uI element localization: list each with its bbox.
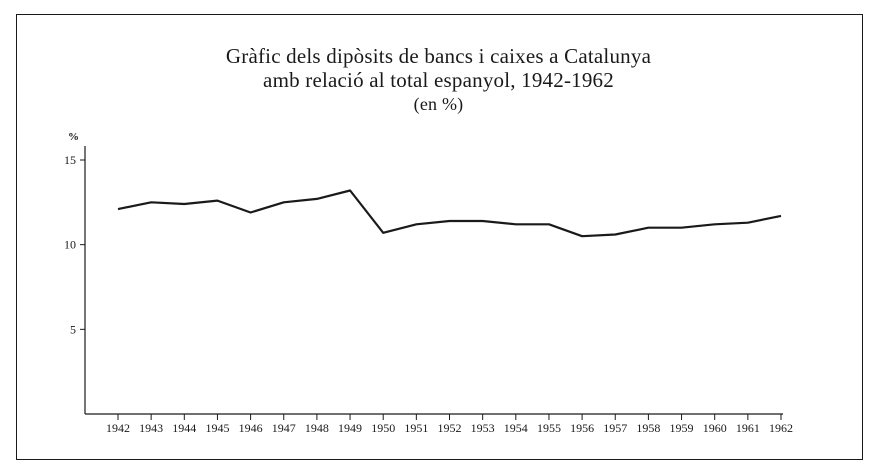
x-tick-label-1945: 1945 [205,421,229,435]
chart-subtitle: (en %) [413,94,464,114]
x-tick-label-1959: 1959 [670,421,694,435]
y-tick-label-15: 15 [64,153,76,167]
x-tick-label-1955: 1955 [537,421,561,435]
x-tick-label-1961: 1961 [736,421,760,435]
x-tick-label-1960: 1960 [703,421,727,435]
x-tick-label-1954: 1954 [504,421,528,435]
x-tick-label-1946: 1946 [239,421,263,435]
chart-title-line-2: amb relació al total espanyol, 1942-1962 [263,68,614,92]
chart-frame [16,14,863,460]
y-tick-label-10: 10 [64,238,76,252]
x-tick-label-1943: 1943 [139,421,163,435]
x-tick-label-1958: 1958 [636,421,660,435]
y-axis-unit-label: % [68,131,79,143]
x-tick-label-1957: 1957 [603,421,627,435]
x-tick-label-1942: 1942 [106,421,130,435]
x-tick-label-1951: 1951 [404,421,428,435]
x-tick-label-1953: 1953 [471,421,495,435]
x-tick-label-1952: 1952 [438,421,462,435]
x-tick-label-1948: 1948 [305,421,329,435]
x-tick-label-1950: 1950 [371,421,395,435]
y-tick-label-5: 5 [70,322,76,336]
x-tick-label-1949: 1949 [338,421,362,435]
series-line-0 [117,189,782,238]
x-tick-label-1962: 1962 [769,421,793,435]
x-tick-label-1956: 1956 [570,421,594,435]
x-tick-label-1944: 1944 [172,421,196,435]
chart-title-line-1: Gràfic dels dipòsits de bancs i caixes a… [225,44,652,68]
x-tick-label-1947: 1947 [272,421,296,435]
